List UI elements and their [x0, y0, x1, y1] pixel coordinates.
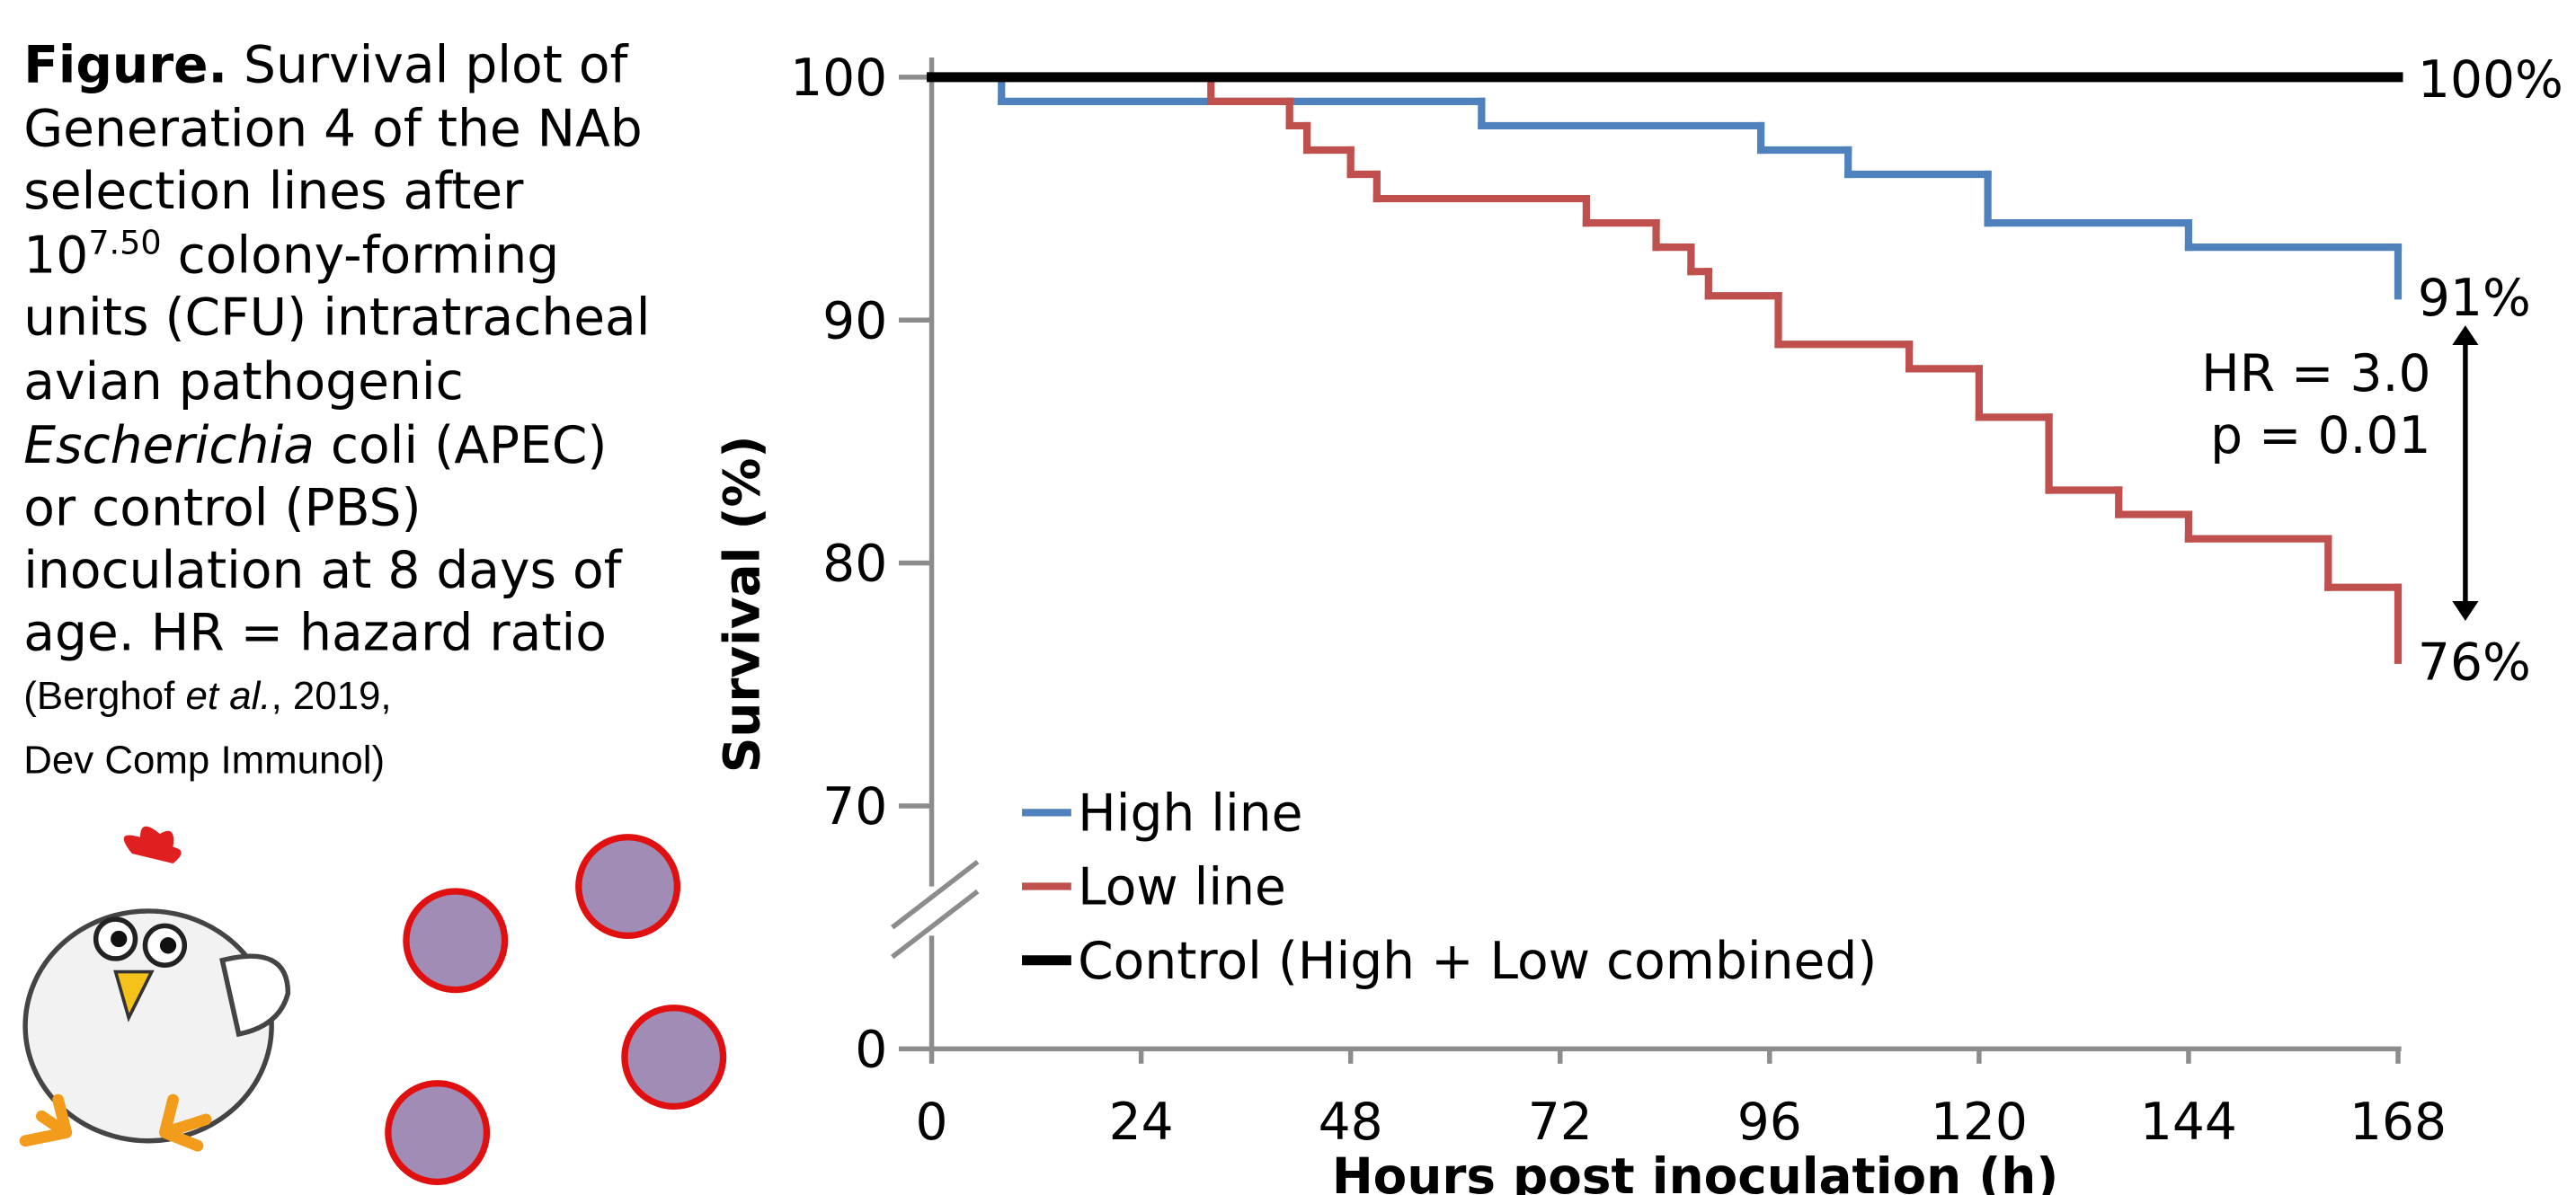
caption-text: et al.: [186, 674, 271, 718]
x-tick-label: 0: [916, 1093, 948, 1152]
caption-text: 10: [23, 226, 88, 285]
caption-text: Survival plot of: [227, 35, 629, 94]
caption-text: Dev Comp Immunol): [23, 738, 385, 782]
y-tick-label: 80: [822, 535, 887, 594]
caption-text: (Berghof: [23, 674, 185, 718]
caption-text: Generation 4 of the NAb: [23, 100, 642, 159]
x-tick-label: 96: [1737, 1093, 1802, 1152]
caption-line: age. HR = hazard ratio: [23, 603, 607, 662]
caption-text: or control (PBS): [23, 479, 421, 538]
y-tick-label: 70: [822, 777, 887, 836]
end-label: 91%: [2418, 269, 2531, 328]
x-tick-label: 48: [1319, 1093, 1383, 1152]
caption-text: colony-forming: [162, 226, 560, 285]
legend-label: Control (High + Low combined): [1078, 932, 1877, 991]
y-axis-label: Survival (%): [714, 436, 771, 774]
annotation: HR = 3.0: [2201, 344, 2430, 403]
caption-line: Dev Comp Immunol): [23, 738, 385, 782]
end-label: 100%: [2418, 50, 2563, 110]
caption-line: avian pathogenic: [23, 352, 463, 412]
y-tick-label: 0: [855, 1020, 887, 1079]
caption-text: selection lines after: [23, 162, 524, 221]
caption-text: age. HR = hazard ratio: [23, 603, 607, 662]
annotation: p = 0.01: [2210, 406, 2430, 465]
plot-area: 0 70 80 90 100 0 24 48 72 96 120 144 168 Hours post i…: [714, 49, 2563, 1195]
caption-text: inoculation at 8 days of: [23, 541, 623, 600]
caption-text: Figure.: [23, 35, 227, 94]
caption-text: 7.50: [88, 223, 161, 261]
caption-text: Escherichia: [23, 416, 315, 475]
end-label: 76%: [2418, 633, 2531, 693]
x-tick-label: 120: [1931, 1093, 2028, 1152]
x-tick-label: 144: [2140, 1093, 2237, 1152]
legend-label: Low line: [1078, 858, 1286, 917]
x-axis-label: Hours post inoculation (h): [1332, 1147, 2059, 1195]
caption-line: units (CFU) intratracheal: [23, 288, 650, 348]
caption-line: or control (PBS): [23, 479, 421, 538]
x-tick-label: 72: [1528, 1093, 1593, 1152]
y-tick-label: 100: [790, 49, 887, 108]
bacteria-illustration: [385, 834, 727, 1186]
x-tick-label: 24: [1109, 1093, 1174, 1152]
caption-line: (Berghof et al., 2019,: [23, 674, 391, 718]
legend-label: High line: [1078, 783, 1302, 843]
y-tick-label: 90: [822, 291, 887, 350]
caption-line: Escherichia coli (APEC): [23, 416, 607, 475]
caption: Figure. Survival plot of Generation 4 of …: [23, 35, 650, 782]
caption-text: , 2019,: [271, 674, 392, 718]
caption-text: units (CFU) intratracheal: [23, 288, 650, 348]
caption-line: Figure. Survival plot of: [23, 35, 629, 94]
chicken-illustration: [10, 826, 323, 1182]
caption-text: avian pathogenic: [23, 352, 463, 412]
caption-line: 107.50 colony-forming: [23, 223, 559, 286]
caption-line: selection lines after: [23, 162, 524, 221]
caption-text: coli (APEC): [315, 416, 608, 475]
caption-line: Generation 4 of the NAb: [23, 100, 642, 159]
x-tick-label: 168: [2349, 1093, 2447, 1152]
caption-line: inoculation at 8 days of: [23, 541, 623, 600]
axis-break: [891, 859, 980, 960]
